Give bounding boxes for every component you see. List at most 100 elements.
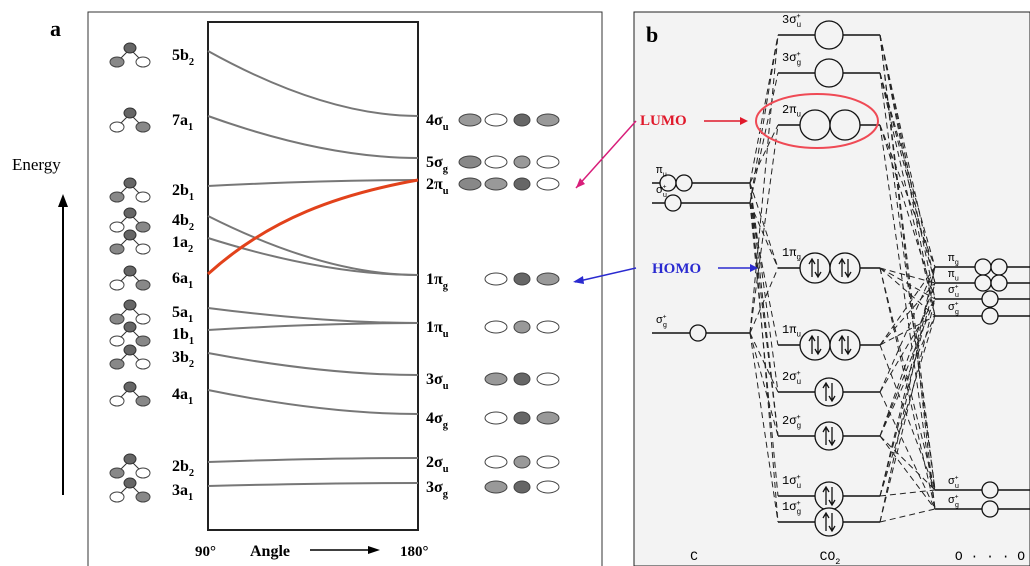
label-sub: 2 <box>188 244 193 255</box>
right-level-label: 1πg <box>426 271 449 292</box>
label-sub: u <box>955 483 959 491</box>
label-main: 2π <box>426 176 443 193</box>
lobe <box>110 336 124 346</box>
left-level-label: 3a1 <box>172 482 193 503</box>
correlation-line-highlight <box>208 180 418 274</box>
lobe <box>514 114 530 126</box>
lobe <box>124 478 136 488</box>
lobe <box>110 492 124 502</box>
label-sub: g <box>663 322 667 330</box>
label-sub: 2 <box>189 359 194 370</box>
label-main: O · · · O <box>955 549 1025 564</box>
label-sup: + <box>955 475 959 482</box>
lobe <box>485 321 507 333</box>
lobe <box>124 43 136 53</box>
lobe <box>136 492 150 502</box>
lobe <box>110 359 124 369</box>
label-main: 4b <box>172 212 189 229</box>
lobe <box>110 396 124 406</box>
label-main: 3σ <box>782 13 797 27</box>
label-sup: + <box>663 314 667 321</box>
lobe <box>485 114 507 126</box>
label-main: 5a <box>172 304 188 321</box>
label-main: 3a <box>172 482 188 499</box>
lobe <box>136 57 150 67</box>
lobe <box>537 114 559 126</box>
label-sup: + <box>796 13 800 21</box>
label-main: 1π <box>782 246 796 260</box>
label-sup: + <box>663 184 667 191</box>
orbital <box>676 175 692 191</box>
lobe <box>537 456 559 468</box>
label-main: 3σ <box>782 51 797 65</box>
orbital <box>815 422 843 450</box>
axis-label: Energy <box>12 155 61 174</box>
label-sub: g <box>955 259 959 267</box>
lobe <box>514 412 530 424</box>
left-level-label: 2b2 <box>172 458 194 479</box>
label-sub: u <box>796 112 801 120</box>
lobe <box>136 222 150 232</box>
label-sup: + <box>955 301 959 308</box>
panel-label: a <box>50 16 61 41</box>
lobe <box>485 273 507 285</box>
label-sub: g <box>796 255 801 263</box>
lobe <box>124 454 136 464</box>
label-sub: g <box>797 509 802 517</box>
left-level-label: 1b1 <box>172 326 194 347</box>
label-main: C <box>690 549 698 564</box>
label-sub: u <box>955 292 959 300</box>
lobe <box>136 314 150 324</box>
label-sub: 2 <box>189 222 194 233</box>
label-sub: u <box>443 464 449 475</box>
lobe <box>537 321 559 333</box>
lobe <box>537 178 559 190</box>
right-level-label: 4σu <box>426 112 449 133</box>
lobe <box>124 382 136 392</box>
lobe <box>537 373 559 385</box>
orbital <box>975 259 991 275</box>
correlation-line <box>208 353 418 375</box>
lobe <box>459 156 481 168</box>
lobe <box>514 321 530 333</box>
lobe <box>124 266 136 276</box>
label-main: 2b <box>172 182 189 199</box>
orbital <box>982 482 998 498</box>
label-sub: g <box>797 423 802 431</box>
lobe <box>537 481 559 493</box>
lobe <box>124 178 136 188</box>
lobe <box>136 359 150 369</box>
right-level-label: 4σg <box>426 410 449 431</box>
left-level-label: 4a1 <box>172 386 193 407</box>
lobe <box>124 300 136 310</box>
correlation-line <box>208 308 418 323</box>
left-level-label: 1a2 <box>172 234 193 255</box>
orbital <box>815 508 843 536</box>
right-level-label: 3σg <box>426 479 449 500</box>
left-level-label: 5b2 <box>172 47 194 68</box>
label-sup: + <box>955 494 959 501</box>
lobe <box>485 456 507 468</box>
correlation-line <box>208 483 418 486</box>
lobe <box>514 373 530 385</box>
lobe <box>459 178 481 190</box>
lobe <box>110 280 124 290</box>
label-sub: 1 <box>188 396 193 407</box>
column-label: C <box>690 549 698 564</box>
orbital <box>991 275 1007 291</box>
label-sub: 1 <box>189 192 194 203</box>
label-sub: u <box>443 122 449 133</box>
label-main: CO <box>820 549 836 564</box>
axis-label: Angle <box>250 543 290 560</box>
left-level-label: 4b2 <box>172 212 194 233</box>
lobe <box>110 57 124 67</box>
label-sub: g <box>797 60 802 68</box>
label-main: 4σ <box>426 112 443 129</box>
label-main: 1π <box>782 323 796 337</box>
label-sub: u <box>443 381 449 392</box>
lobe <box>136 192 150 202</box>
correlation-line <box>208 238 418 275</box>
label-sub: u <box>443 329 449 340</box>
axis-start: 90° <box>195 544 216 560</box>
lobe <box>514 456 530 468</box>
